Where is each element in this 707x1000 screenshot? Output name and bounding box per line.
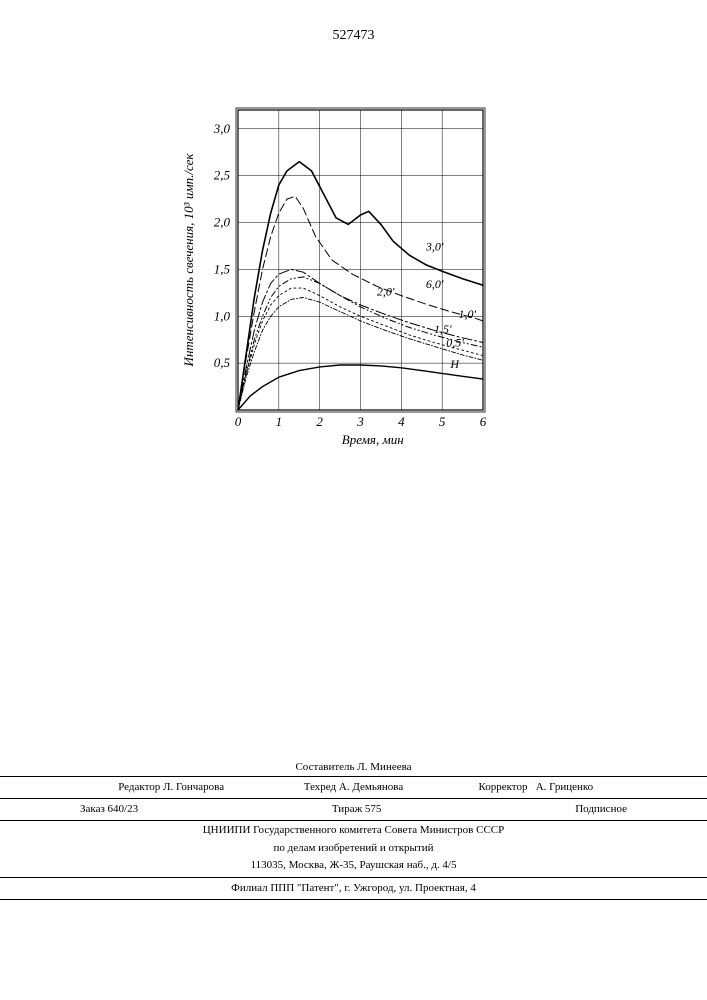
svg-text:Время, мин: Время, мин	[342, 432, 404, 447]
compiler-line: Составитель Л. Минеева	[0, 758, 707, 775]
svg-text:2: 2	[316, 414, 323, 429]
org-line: ЦНИИПИ Государственного комитета Совета …	[0, 821, 707, 838]
order-number: Заказ 640/23	[80, 802, 138, 817]
chart-svg: 0 1 2 3 4 5 6 0,5 1,0 1,5 2,0 2,5 3,0 3,0' 6,0' 2,0' 1,0…	[168, 100, 508, 470]
svg-text:3,0': 3,0'	[425, 240, 444, 254]
corrector-name: А. Гриценко	[536, 781, 593, 793]
address: 113035, Москва, Ж-35, Раушская наб., д. …	[0, 856, 707, 877]
techred-name: А. Демьянова	[339, 781, 403, 793]
document-number: 527473	[333, 28, 375, 44]
svg-text:0,5': 0,5'	[446, 335, 464, 349]
svg-text:1,5': 1,5'	[434, 322, 452, 336]
subscription: Подписное	[575, 802, 627, 817]
techred-cell: Техред А. Демьянова	[262, 780, 444, 795]
svg-text:1,0: 1,0	[214, 308, 231, 323]
svg-text:1: 1	[276, 414, 283, 429]
tirage: Тираж 575	[332, 802, 382, 817]
svg-text:6: 6	[480, 414, 487, 429]
print-info-row: Заказ 640/23 Тираж 575 Подписное	[0, 799, 707, 821]
branch-line: Филиал ППП "Патент", г. Ужгород, ул. Про…	[0, 878, 707, 900]
svg-text:1,5: 1,5	[214, 261, 231, 276]
svg-text:3: 3	[356, 414, 364, 429]
chart: 0 1 2 3 4 5 6 0,5 1,0 1,5 2,0 2,5 3,0 3,0' 6,0' 2,0' 1,0…	[168, 100, 508, 475]
svg-text:0,5: 0,5	[214, 355, 231, 370]
corrector-cell: Корректор А. Гриценко	[445, 780, 627, 795]
svg-text:0: 0	[235, 414, 242, 429]
org-line2: по делам изобретений и открытий	[0, 839, 707, 856]
credits-row: Редактор Л. Гончарова Техред А. Демьянов…	[0, 776, 707, 799]
editor-name: Л. Гончарова	[163, 781, 224, 793]
svg-text:4: 4	[398, 414, 405, 429]
svg-text:Н: Н	[449, 357, 460, 371]
svg-text:2,5: 2,5	[214, 168, 231, 183]
svg-text:Интенсивность свечения, 10³ им: Интенсивность свечения, 10³ имп./сек	[181, 153, 196, 368]
techred-label: Техред	[304, 781, 336, 793]
svg-text:2,0: 2,0	[214, 215, 231, 230]
svg-text:1,0': 1,0'	[459, 307, 477, 321]
svg-text:5: 5	[439, 414, 446, 429]
svg-text:3,0: 3,0	[213, 121, 231, 136]
corrector-label: Корректор	[478, 781, 527, 793]
svg-text:6,0': 6,0'	[426, 277, 444, 291]
editor-label: Редактор	[118, 781, 160, 793]
editor-cell: Редактор Л. Гончарова	[80, 780, 262, 795]
svg-text:2,0': 2,0'	[377, 285, 395, 299]
footer: Составитель Л. Минеева Редактор Л. Гонча…	[0, 758, 707, 900]
